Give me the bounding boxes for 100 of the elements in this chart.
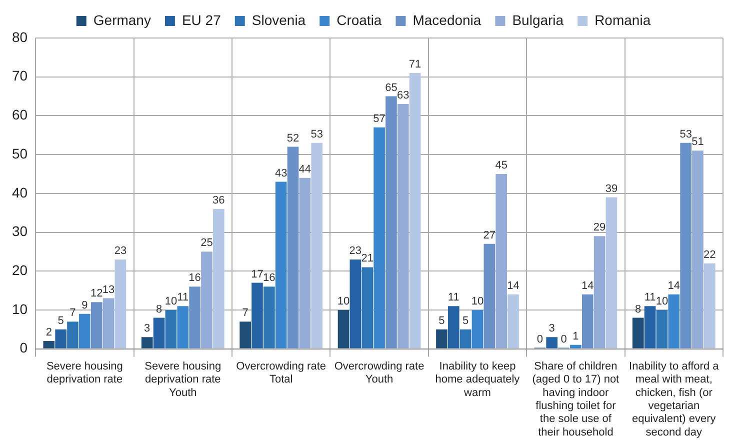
data-label: 65: [385, 82, 398, 94]
data-label: 27: [483, 229, 496, 242]
bar: [201, 252, 212, 348]
y-tick-label: 70: [12, 68, 28, 84]
bar: [436, 329, 448, 348]
data-label: 16: [263, 272, 276, 284]
bar: [570, 344, 582, 348]
x-tick-label: Severe housing deprivation rate Youth: [144, 360, 222, 399]
bar: [397, 104, 409, 348]
bar: [472, 310, 484, 348]
data-label: 52: [286, 132, 300, 144]
data-label: 71: [408, 58, 422, 70]
x-tick-label: Share of children (aged 0 to 17) not having indoor flushing toilet for the sole use of their household: [532, 360, 620, 438]
bar: [409, 72, 421, 348]
bar: [114, 259, 126, 348]
bar: [460, 329, 472, 348]
data-label: 14: [507, 280, 520, 292]
y-tick-label: 40: [12, 184, 28, 200]
data-label: 23: [114, 244, 127, 257]
bar: [263, 286, 275, 348]
data-label: 11: [448, 292, 460, 304]
data-label: 5: [462, 314, 469, 327]
bar: [582, 294, 594, 348]
bar: [350, 259, 362, 348]
y-tick-label: 20: [12, 262, 28, 278]
data-label: 10: [164, 295, 178, 308]
data-label: 8: [635, 303, 642, 316]
bar: [165, 310, 177, 348]
bar: [656, 310, 668, 348]
legend-label: Slovenia: [252, 12, 306, 28]
data-label: 7: [242, 307, 248, 320]
data-label: 1: [572, 330, 579, 342]
bar: [153, 318, 165, 348]
data-label: 10: [656, 295, 668, 308]
data-label: 16: [188, 272, 201, 284]
bar: [632, 318, 644, 348]
data-label: 10: [337, 295, 350, 308]
y-tick-label: 10: [12, 300, 28, 317]
bar: [546, 337, 558, 348]
bar: [374, 127, 385, 348]
data-label: 9: [82, 299, 88, 312]
bar: [508, 294, 519, 348]
data-label: 63: [397, 90, 410, 102]
data-label: 13: [102, 284, 115, 296]
bar: [594, 236, 606, 348]
data-label: 12: [90, 288, 103, 300]
x-tick-label: Overcrowding rate Youth: [334, 360, 424, 386]
data-label: 29: [593, 222, 606, 234]
data-label: 8: [156, 303, 162, 316]
data-label: 5: [438, 314, 445, 327]
bar: [606, 197, 618, 348]
data-label: 53: [680, 128, 692, 140]
data-label: 25: [200, 237, 213, 250]
bar: [692, 150, 704, 348]
bar: [496, 174, 508, 348]
y-tick-label: 30: [12, 223, 28, 240]
bar: [141, 337, 153, 348]
bar: [67, 322, 78, 348]
data-label: 3: [548, 322, 555, 335]
legend-label: EU 27: [182, 12, 222, 28]
data-label: 23: [349, 244, 362, 257]
data-label: 0: [536, 333, 543, 346]
x-tick-label: Overcrowding rate Total: [236, 360, 326, 386]
data-label: 3: [144, 322, 150, 335]
bar: [680, 142, 692, 348]
data-label: 11: [644, 292, 656, 304]
legend-label: Bulgaria: [512, 12, 564, 28]
legend-label: Croatia: [336, 12, 382, 28]
data-label: 43: [274, 167, 288, 180]
bar: [189, 286, 200, 348]
bar: [252, 282, 263, 348]
bar: [644, 306, 656, 348]
data-label: 44: [298, 163, 312, 176]
bar: [90, 302, 102, 348]
bar: [386, 96, 397, 348]
bar: [338, 310, 350, 348]
bar: [43, 341, 55, 348]
bar: [177, 306, 189, 348]
data-label: 2: [46, 326, 52, 339]
x-tick-label: Severe housing deprivation rate: [46, 360, 123, 386]
legend-label: Macedonia: [412, 12, 482, 28]
bar: [240, 322, 251, 348]
bar: [102, 298, 114, 348]
data-label: 7: [70, 307, 76, 320]
bar: [79, 314, 90, 348]
data-label: 21: [361, 252, 374, 265]
y-tick-label: 50: [12, 145, 28, 162]
x-tick-label: Inability to afford a meal with meat, chicken, fish (or vegetarian equivalent) every second day: [629, 360, 720, 438]
data-label: 57: [373, 112, 386, 125]
bar: [704, 263, 716, 348]
data-label: 10: [471, 295, 484, 308]
bar: [212, 208, 224, 348]
legend-label: Germany: [93, 12, 151, 28]
bar: [287, 146, 299, 348]
data-label: 51: [692, 136, 704, 148]
data-label: 0: [560, 333, 567, 346]
y-tick-label: 0: [20, 340, 28, 356]
data-label: 39: [605, 182, 618, 195]
data-label: 36: [212, 194, 225, 206]
data-label: 14: [668, 280, 680, 292]
